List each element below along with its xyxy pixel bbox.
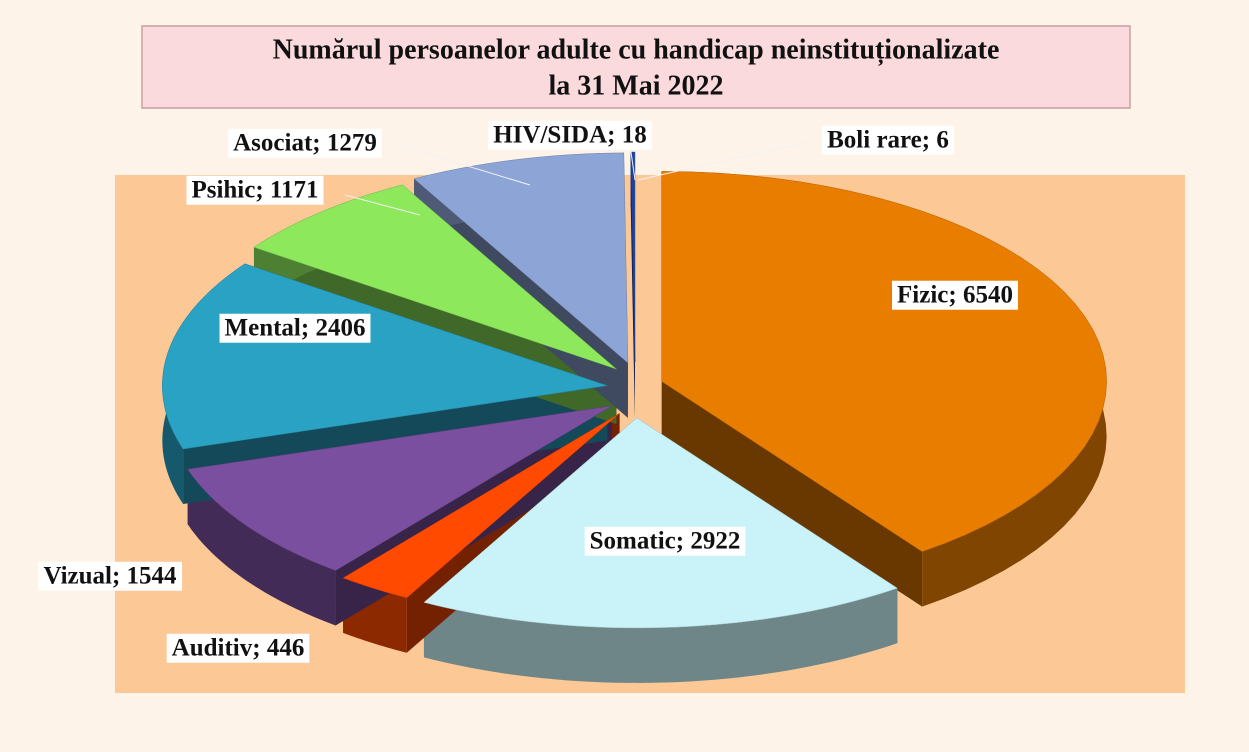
data-label: HIV/SIDA; 18	[493, 122, 647, 149]
slice	[423, 417, 898, 629]
leader-line	[629, 144, 636, 181]
data-label-box	[488, 120, 652, 150]
labels: Fizic; 6540 Somatic; 2922 Auditiv; 446 Vizu…	[38, 120, 1018, 663]
slice-cut-face	[630, 152, 635, 418]
chart-title: Numărul persoanelor adulte cu handicap n…	[273, 34, 1000, 65]
slice	[187, 405, 613, 571]
slice	[162, 263, 608, 450]
chart-subtitle: la 31 Mai 2022	[549, 70, 724, 101]
data-label: Asociat; 1279	[233, 130, 377, 157]
data-label-box	[228, 128, 382, 158]
data-label-box	[38, 561, 183, 591]
data-label: Vizual; 1544	[43, 563, 177, 590]
data-label: Fizic; 6540	[897, 282, 1013, 309]
slice-side	[423, 588, 898, 683]
slice	[253, 184, 617, 370]
data-label: Somatic; 2922	[590, 528, 741, 555]
data-label: Boli rare; 6	[827, 127, 949, 154]
slice-side	[187, 469, 336, 626]
leader-line	[397, 144, 531, 186]
data-label-box	[822, 125, 954, 155]
data-label-box	[219, 313, 371, 343]
slice	[633, 151, 636, 363]
pie	[162, 151, 1107, 683]
data-label: Psihic; 1171	[191, 177, 318, 204]
slice	[413, 152, 629, 364]
slice-cut-face	[661, 381, 923, 607]
title-box	[141, 25, 1131, 109]
data-label-box	[166, 633, 310, 663]
data-label-box	[584, 526, 746, 556]
data-label: Mental; 2406	[225, 315, 366, 342]
slice	[661, 171, 1107, 552]
leader-line	[637, 141, 809, 181]
data-label-box	[186, 175, 324, 205]
data-label: Auditiv; 446	[172, 635, 305, 662]
leader-line	[344, 194, 421, 216]
data-label-box	[892, 280, 1018, 310]
slice	[342, 413, 620, 599]
